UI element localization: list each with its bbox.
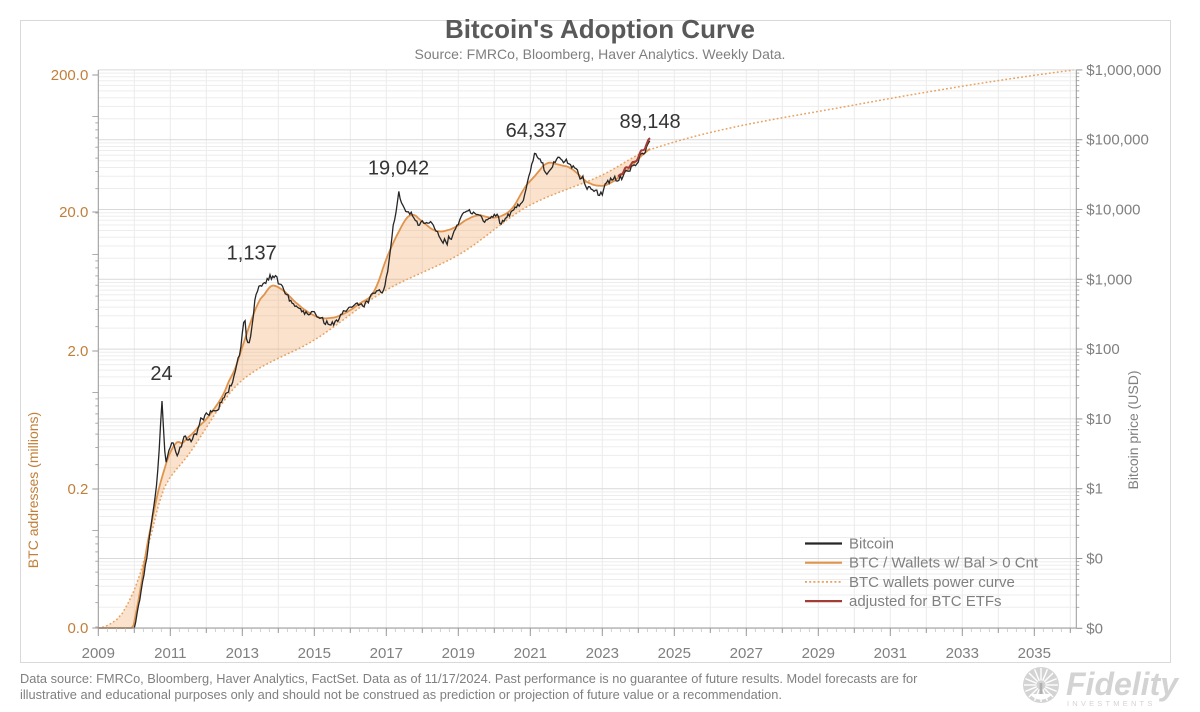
svg-text:2015: 2015 <box>298 645 331 662</box>
svg-text:Bitcoin: Bitcoin <box>849 536 894 553</box>
svg-text:$1,000,000: $1,000,000 <box>1086 62 1161 79</box>
svg-text:$1: $1 <box>1086 481 1103 498</box>
svg-text:2035: 2035 <box>1018 645 1051 662</box>
svg-text:BTC addresses (millions): BTC addresses (millions) <box>25 412 41 568</box>
svg-text:INVESTMENTS: INVESTMENTS <box>1067 699 1156 708</box>
svg-text:2.0: 2.0 <box>67 343 88 360</box>
svg-text:200.0: 200.0 <box>51 67 89 84</box>
svg-text:64,337: 64,337 <box>506 120 567 142</box>
svg-text:2013: 2013 <box>226 645 259 662</box>
svg-text:$100,000: $100,000 <box>1086 132 1149 149</box>
svg-text:2023: 2023 <box>586 645 619 662</box>
svg-text:$10: $10 <box>1086 411 1111 428</box>
svg-text:2009: 2009 <box>82 645 115 662</box>
svg-text:$100: $100 <box>1086 341 1119 358</box>
svg-text:89,148: 89,148 <box>620 111 681 133</box>
svg-text:2029: 2029 <box>802 645 835 662</box>
svg-text:$1,000: $1,000 <box>1086 271 1132 288</box>
svg-text:2019: 2019 <box>442 645 475 662</box>
svg-text:1,137: 1,137 <box>227 242 277 264</box>
svg-text:$0: $0 <box>1086 620 1103 637</box>
svg-text:2027: 2027 <box>730 645 763 662</box>
svg-text:0.0: 0.0 <box>67 620 88 637</box>
svg-text:2031: 2031 <box>874 645 907 662</box>
svg-text:$0: $0 <box>1086 551 1103 568</box>
svg-text:20.0: 20.0 <box>59 204 88 221</box>
svg-text:adjusted for BTC ETFs: adjusted for BTC ETFs <box>849 593 1002 610</box>
svg-text:BTC / Wallets w/ Bal > 0 Cnt: BTC / Wallets w/ Bal > 0 Cnt <box>849 555 1039 572</box>
svg-text:2011: 2011 <box>154 645 186 662</box>
svg-text:2021: 2021 <box>514 645 547 662</box>
svg-text:Fidelity: Fidelity <box>1066 666 1180 702</box>
svg-text:19,042: 19,042 <box>368 158 429 180</box>
svg-text:24: 24 <box>150 363 172 385</box>
svg-text:Bitcoin price (USD): Bitcoin price (USD) <box>1125 370 1141 489</box>
svg-text:0.2: 0.2 <box>67 481 88 498</box>
svg-text:2025: 2025 <box>658 645 691 662</box>
svg-text:$10,000: $10,000 <box>1086 202 1140 219</box>
svg-text:2033: 2033 <box>946 645 979 662</box>
svg-text:BTC wallets power curve: BTC wallets power curve <box>849 574 1015 591</box>
svg-text:2017: 2017 <box>370 645 403 662</box>
